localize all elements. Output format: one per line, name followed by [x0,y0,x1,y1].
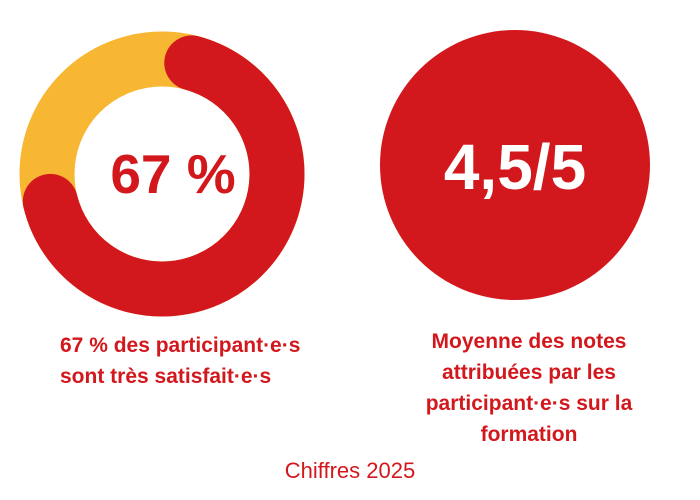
score-caption-line: participant·e·s sur la [425,392,633,415]
score-caption-line: formation [480,423,578,446]
satisfaction-donut: 67 % [19,31,305,317]
score-caption-line: attribuées par les [442,361,616,384]
score-center-value: 4,5/5 [444,131,586,203]
average-score-circle: 4,5/5 [380,30,650,300]
donut-caption-line: 67 % des participant·e·s [60,334,301,357]
donut-caption: 67 % des participant·e·s sont très satis… [60,330,380,392]
score-circle-bg [380,30,650,300]
donut-center-value: 67 % [110,143,235,205]
score-caption-line: Moyenne des notes [431,330,627,353]
score-caption: Moyenne des notes attribuées par les par… [395,326,663,450]
footer-year-label: Chiffres 2025 [284,458,416,483]
donut-caption-line: sont très satisfait·e·s [60,365,272,388]
donut-progress-arc [22,35,305,317]
